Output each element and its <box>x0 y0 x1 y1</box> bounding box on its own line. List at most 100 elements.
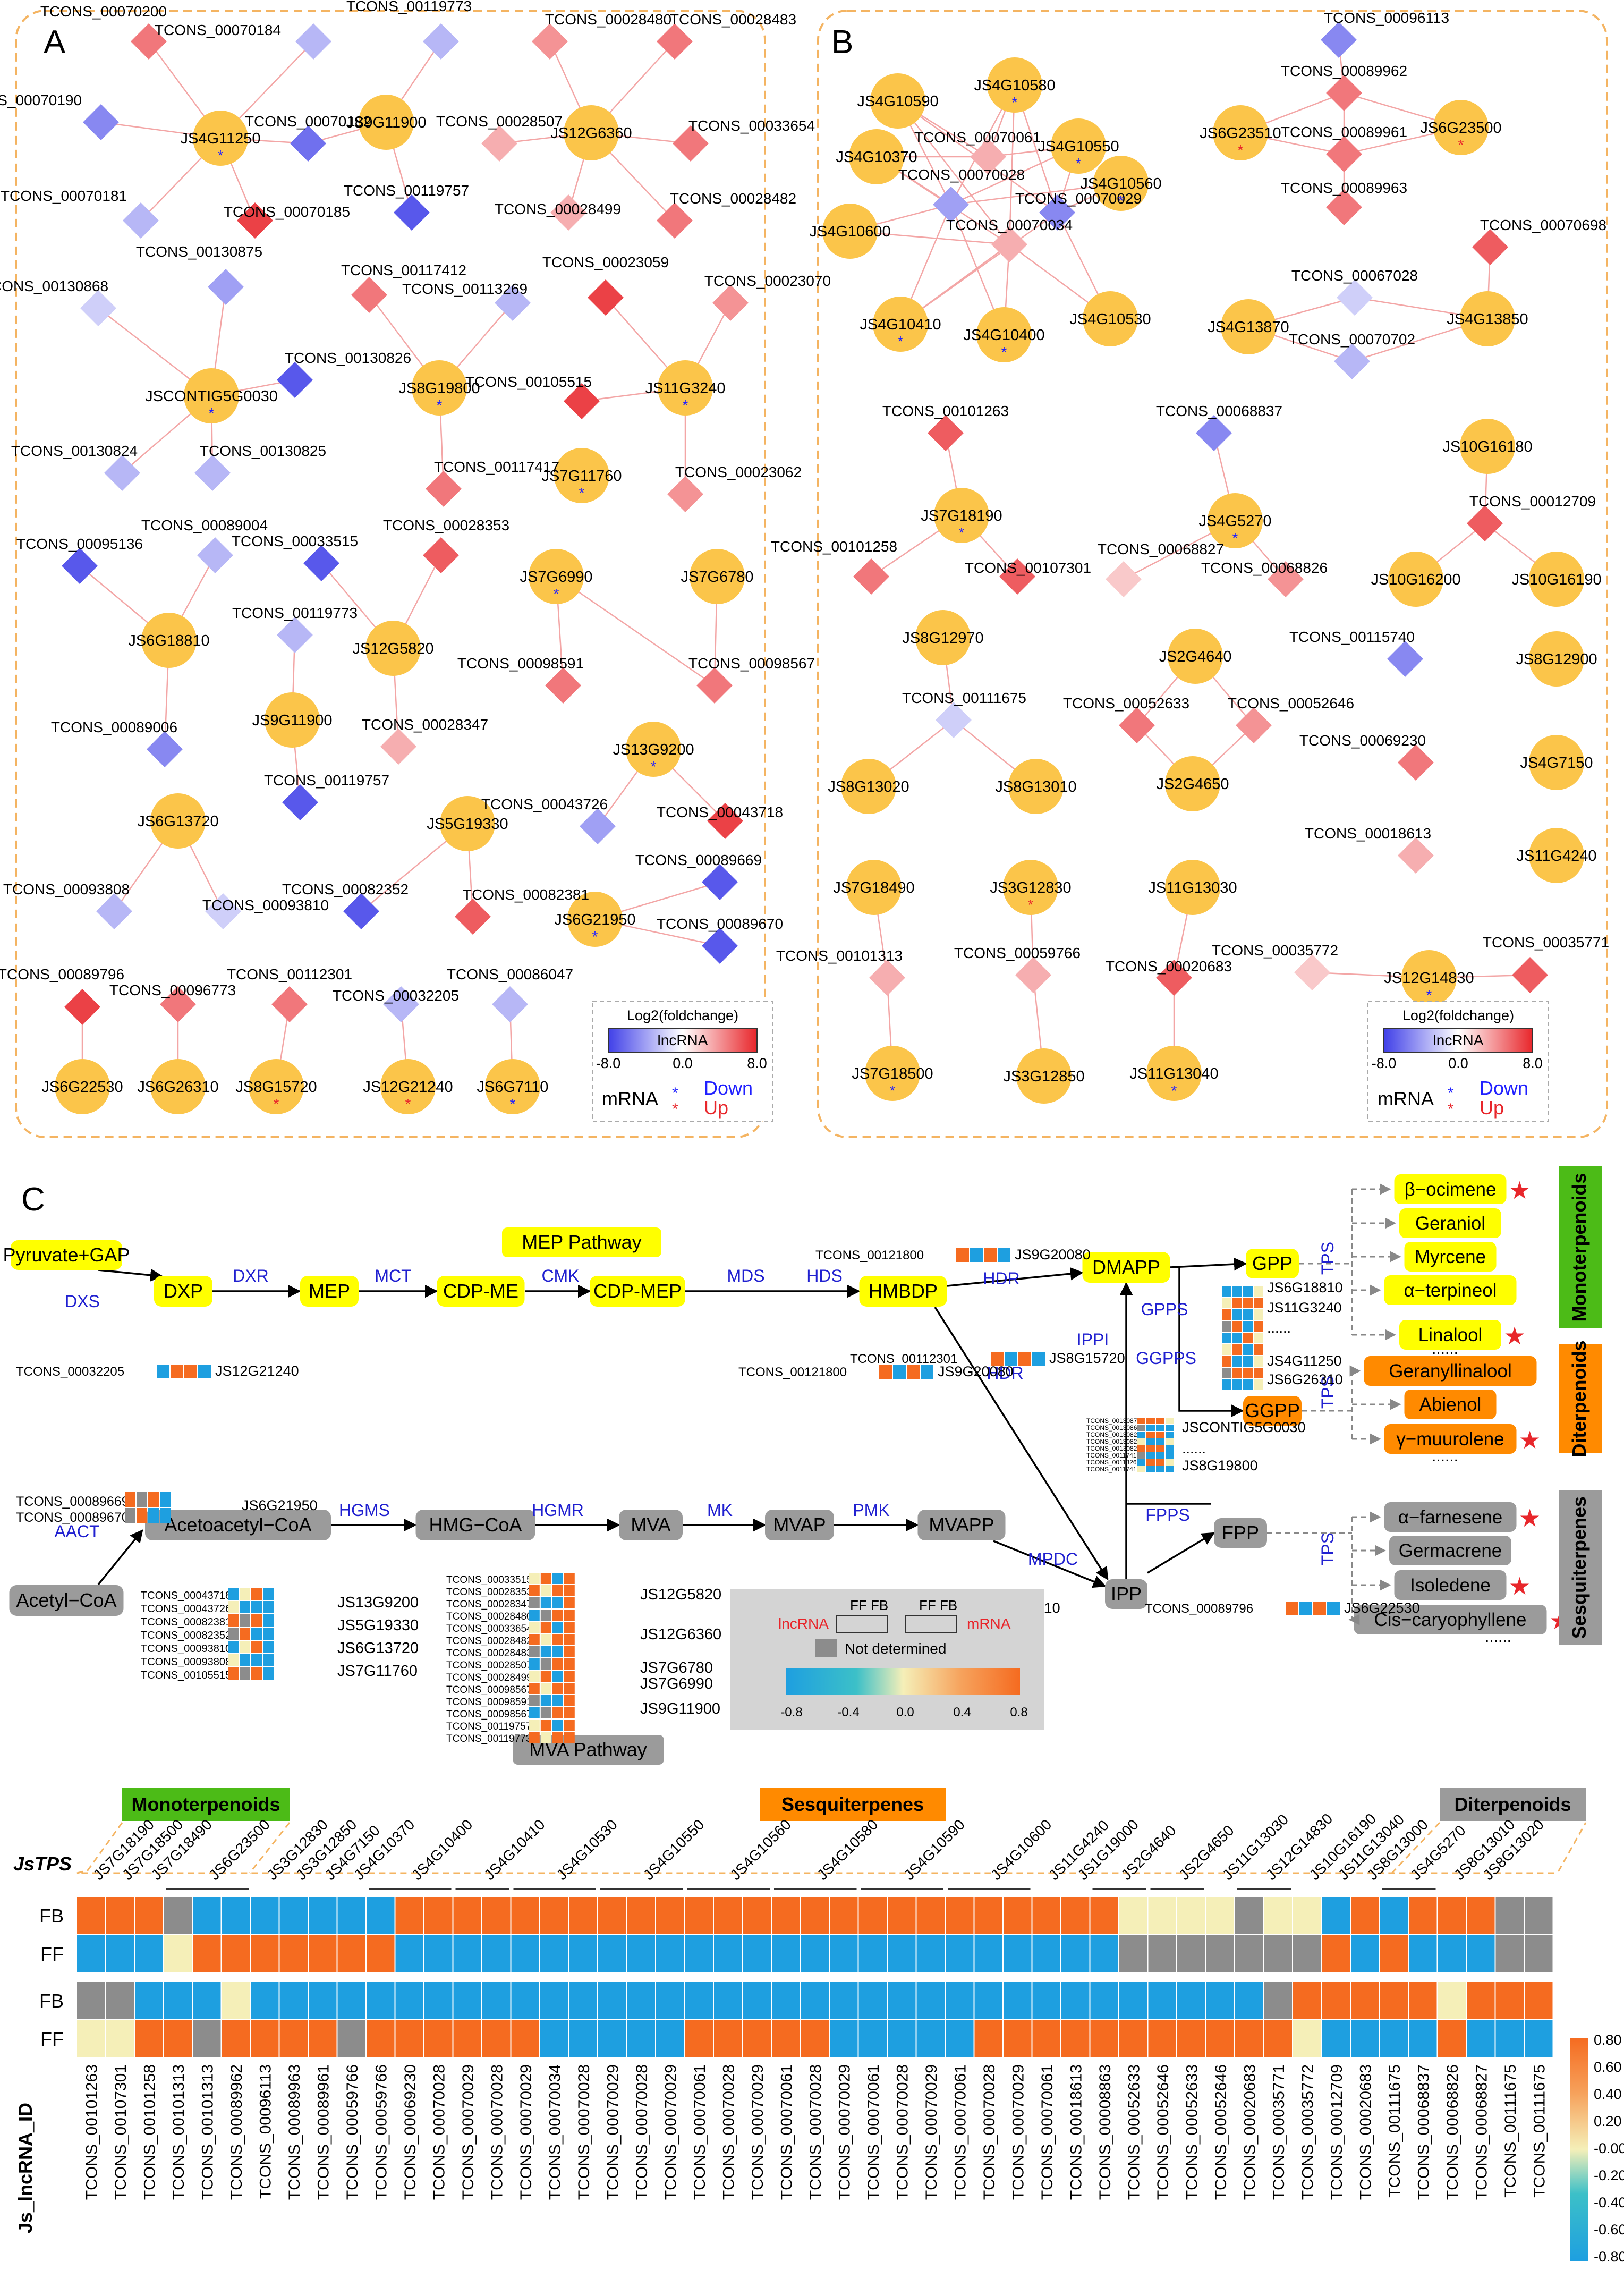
heatmap-cell <box>569 1897 597 1934</box>
heatmap-cell <box>1264 1897 1292 1934</box>
mva-grid-cell <box>564 1658 575 1670</box>
product-star: ★ <box>1519 1426 1541 1454</box>
product-label: β−ocimene <box>1405 1179 1497 1200</box>
acetyl-grid-cell <box>263 1628 274 1640</box>
pair-gene-label: JS6G22530 <box>1344 1600 1420 1616</box>
heatmap-cell <box>1351 1982 1379 2019</box>
heatmap-cell <box>569 2020 597 2057</box>
pathway-arrow <box>98 1268 164 1282</box>
network-a-lncrna-label: TCONS_00096773 <box>109 982 236 998</box>
pathway-node-ggpp <box>1243 1396 1302 1426</box>
network-a-lncrna-node <box>481 125 517 162</box>
network-a-lncrna-label: TCONS_00082352 <box>282 881 409 897</box>
pathway-node-mva <box>619 1510 683 1540</box>
pair-lnc-label: TCONS_00032205 <box>16 1365 124 1379</box>
network-a-gene-node <box>249 1059 304 1114</box>
mva-grid-cell <box>564 1610 575 1621</box>
network-b-gene-node <box>1165 756 1220 811</box>
acetyl-grid-gene: JS7G11760 <box>337 1663 418 1680</box>
heatmap-cell <box>453 1935 481 1972</box>
heatmap-cell <box>1032 1982 1060 2019</box>
network-b-gene-node <box>1433 100 1489 155</box>
heatmap-cell <box>309 2020 337 2057</box>
pair-gene-label: JS8G15720 <box>1049 1350 1125 1366</box>
network-a-lncrna-label: TCONS_00028353 <box>383 517 509 533</box>
heatmap-cell <box>367 1982 395 2019</box>
product-label: γ−muurolene <box>1396 1429 1504 1450</box>
heatmap-cell <box>830 1982 858 2019</box>
heatmap-cell <box>1264 1935 1292 1972</box>
network-b-gene-node <box>870 73 925 129</box>
network-a-gene-mark: * <box>209 405 215 421</box>
pair-cell <box>879 1365 892 1379</box>
network-b-lncrna-label: TCONS_00069230 <box>1299 732 1426 749</box>
enzyme-label: GPPS <box>1141 1300 1188 1319</box>
gpp-grid-cell <box>1222 1309 1231 1320</box>
network-a-lncrna-node <box>194 455 231 491</box>
network-b-lncrna-label: TCONS_00101263 <box>882 403 1009 419</box>
pathway-node-label: MEP <box>309 1280 350 1302</box>
network-b-lncrna-node <box>928 415 964 451</box>
heatmap-group-label: Diterpenoids <box>1454 1793 1571 1815</box>
heatmap-cell <box>279 1897 308 1934</box>
network-b-lncrna-node <box>933 187 969 223</box>
network-a-lncrna-label: TCONS_00070182 <box>245 113 371 130</box>
heatmap-lnc-id: TCONS_00070028 <box>981 2064 998 2200</box>
network-b-gene-node <box>1529 735 1584 790</box>
gpp-grid-cell <box>1243 1286 1253 1297</box>
pair-lnc-label: TCONS_00112301 <box>850 1352 957 1366</box>
gpp-grid-cell <box>1232 1379 1242 1390</box>
heatmap-cell <box>1293 1897 1321 1934</box>
mva-grid-lnc-label: TCONS_00119757 <box>446 1721 531 1732</box>
mva-grid-cell <box>540 1646 551 1657</box>
network-b-gene-label: JS8G13010 <box>995 778 1076 795</box>
network-a-gene-node <box>554 448 609 503</box>
network-a-lncrna-label: TCONS_00130875 <box>136 243 262 260</box>
gpp-grid-cell <box>1222 1321 1231 1332</box>
pathway-node-mvapp <box>917 1510 1006 1540</box>
network-b-lncrna-node <box>1398 837 1434 874</box>
mva-grid-cell <box>529 1597 540 1608</box>
acetyl-grid-lnc-label: TCONS_00043726 <box>141 1603 231 1615</box>
network-a-lncrna-label: TCONS_00028499 <box>495 201 621 217</box>
pathway-node-fpp <box>1214 1518 1267 1548</box>
heatmap-cell <box>1061 1897 1090 1934</box>
heatmap-cell <box>1380 2020 1408 2057</box>
pair-cell <box>1032 1352 1045 1366</box>
pathway-arrow <box>934 1307 1109 1581</box>
network-b-lncrna-node <box>1236 707 1272 743</box>
gpp-grid-cell <box>1222 1344 1231 1355</box>
heatmap-cell <box>569 1982 597 2019</box>
pathway-node-label: MVAP <box>773 1514 826 1536</box>
heatmap-scale-tick: 0.20 <box>1594 2113 1622 2129</box>
heatmap-cell <box>1467 2020 1495 2057</box>
product-box <box>1399 1320 1501 1350</box>
gpp-grid-cell <box>1243 1368 1253 1378</box>
heatmap-cell <box>1322 1897 1350 1934</box>
ggpp-grid-cell <box>1156 1445 1164 1452</box>
network-a-lncrna-label: TCONS_00033515 <box>232 533 358 549</box>
mva-grid-cell <box>529 1658 540 1670</box>
network-b-lncrna-node <box>853 558 889 595</box>
heatmap-row-label: FB <box>39 1905 64 1927</box>
network-a-lncrna-node <box>423 23 459 60</box>
network-a-lncrna-node <box>303 545 339 581</box>
heatmap-cell <box>974 2020 1002 2057</box>
legend-c-tick: -0.4 <box>837 1705 859 1720</box>
heatmap-cell <box>1090 1982 1118 2019</box>
network-b-gene-mark: * <box>959 524 965 541</box>
gpp-grid-cell <box>1243 1356 1253 1367</box>
legend-a-star-down: * <box>672 1085 678 1102</box>
network-b-lncrna-node <box>1326 136 1362 172</box>
ggpp-grid-gene: ...... <box>1182 1441 1206 1456</box>
gpp-grid-cell <box>1243 1333 1253 1343</box>
gpp-grid-cell <box>1254 1309 1263 1320</box>
heatmap-lnc-id: TCONS_00068827 <box>1473 2064 1490 2200</box>
pathway-node-label: GGPP <box>1245 1400 1300 1421</box>
heatmap-lnc-id: TCONS_00070029 <box>749 2064 767 2200</box>
gpp-grid-cell <box>1232 1356 1242 1367</box>
network-a-lncrna-label: TCONS_00023062 <box>675 464 802 480</box>
heatmap-cell <box>424 1982 453 2019</box>
heatmap-cell <box>337 2020 365 2057</box>
heatmap-cell <box>743 2020 771 2057</box>
